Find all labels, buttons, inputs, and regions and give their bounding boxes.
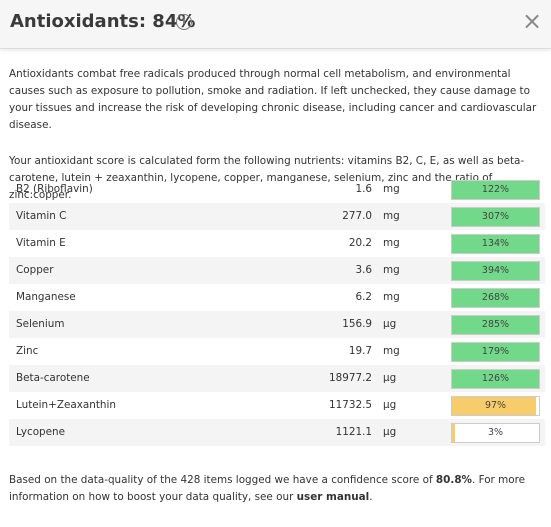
percent-bar: 268%	[451, 288, 540, 308]
table-row: Vitamin E 20.2 mg 134%	[9, 230, 545, 257]
confidence-score: 80.8%	[435, 474, 472, 486]
unit: mg	[383, 237, 400, 249]
percent-fill	[452, 289, 539, 307]
percent-label: 97%	[484, 400, 507, 411]
percent-fill	[452, 262, 539, 280]
amount: 11732.5	[329, 399, 372, 411]
table-row: Lutein+Zeaxanthin 11732.5 µg 97%	[9, 392, 545, 419]
unit: mg	[383, 264, 400, 276]
percent-bar: 97%	[451, 396, 540, 416]
nutrient-name: Beta-carotene	[16, 372, 90, 384]
nutrient-name: Copper	[16, 264, 54, 276]
unit: mg	[383, 210, 400, 222]
percent-fill	[452, 370, 539, 388]
table-row: Vitamin C 277.0 mg 307%	[9, 203, 545, 230]
percent-label: 307%	[481, 211, 510, 222]
unit: µg	[383, 372, 397, 384]
footer-text: Based on the data-quality of the 428 ite…	[9, 474, 436, 486]
user-manual-link[interactable]: user manual	[296, 491, 370, 503]
nutrient-name: Vitamin C	[16, 210, 67, 222]
percent-fill	[452, 397, 537, 415]
footer: Based on the data-quality of the 428 ite…	[9, 472, 545, 506]
amount: 1121.1	[335, 426, 372, 438]
unit: mg	[383, 291, 400, 303]
table-row: Copper 3.6 mg 394%	[9, 257, 545, 284]
percent-label: 285%	[481, 319, 510, 330]
percent-fill	[452, 343, 539, 361]
unit: mg	[383, 345, 400, 357]
title: Antioxidants: 84%	[10, 11, 196, 32]
percent-bar: 179%	[451, 342, 540, 362]
nutrient-name: Selenium	[16, 318, 65, 330]
percent-bar: 285%	[451, 315, 540, 335]
percent-label: 3%	[487, 427, 504, 438]
nutrient-name: Lycopene	[16, 426, 66, 438]
close-button[interactable]: ×	[522, 7, 543, 35]
percent-bar: 394%	[451, 261, 540, 281]
unit: µg	[383, 426, 397, 438]
percent-label: 126%	[481, 373, 510, 384]
percent-fill	[452, 316, 539, 334]
amount: 19.7	[348, 345, 372, 357]
footer-text: . For more information on how to boost y…	[9, 474, 526, 503]
header: Antioxidants: 84% i ×	[0, 0, 551, 49]
table-row: B2 (Riboflavin) 1.6 mg 122%	[9, 176, 545, 203]
paragraph: Antioxidants combat free radicals produc…	[9, 68, 537, 131]
unit: µg	[383, 318, 397, 330]
table-row: Beta-carotene 18977.2 µg 126%	[9, 365, 545, 392]
amount: 1.6	[355, 183, 372, 195]
amount: 3.6	[355, 264, 372, 276]
description: Antioxidants combat free radicals produc…	[9, 66, 545, 223]
amount: 18977.2	[329, 372, 372, 384]
paragraph: Your antioxidant score is calculated for…	[9, 155, 525, 201]
amount: 156.9	[342, 318, 372, 330]
percent-label: 122%	[481, 184, 510, 195]
percent-bar: 307%	[451, 207, 540, 227]
percent-bar: 126%	[451, 369, 540, 389]
table-row: Lycopene 1121.1 µg 3%	[9, 419, 545, 446]
unit: µg	[383, 399, 397, 411]
amount: 277.0	[342, 210, 372, 222]
percent-fill	[452, 424, 455, 442]
percent-fill	[452, 208, 539, 226]
nutrient-name: Lutein+Zeaxanthin	[16, 399, 116, 411]
table-row: Zinc 19.7 mg 179%	[9, 338, 545, 365]
percent-bar: 122%	[451, 180, 540, 200]
footer-text: .	[369, 491, 373, 503]
table-row: Selenium 156.9 µg 285%	[9, 311, 545, 338]
percent-bar: 3%	[451, 423, 540, 443]
nutrient-table: B2 (Riboflavin) 1.6 mg 122% Vitamin C 277.0 mg…	[9, 176, 545, 446]
percent-label: 179%	[481, 346, 510, 357]
nutrient-name: Manganese	[16, 291, 76, 303]
nutrient-name: B2 (Riboflavin)	[16, 183, 93, 195]
percent-fill	[452, 235, 539, 253]
percent-label: 268%	[481, 292, 510, 303]
amount: 20.2	[348, 237, 372, 249]
amount: 6.2	[355, 291, 372, 303]
table-row: Manganese 6.2 mg 268%	[9, 284, 545, 311]
percent-bar: 134%	[451, 234, 540, 254]
percent-fill	[452, 181, 539, 199]
percent-label: 394%	[481, 265, 510, 276]
info-icon[interactable]: i	[176, 14, 192, 30]
nutrient-name: Zinc	[16, 345, 39, 357]
percent-label: 134%	[481, 238, 510, 249]
nutrient-name: Vitamin E	[16, 237, 66, 249]
unit: mg	[383, 183, 400, 195]
